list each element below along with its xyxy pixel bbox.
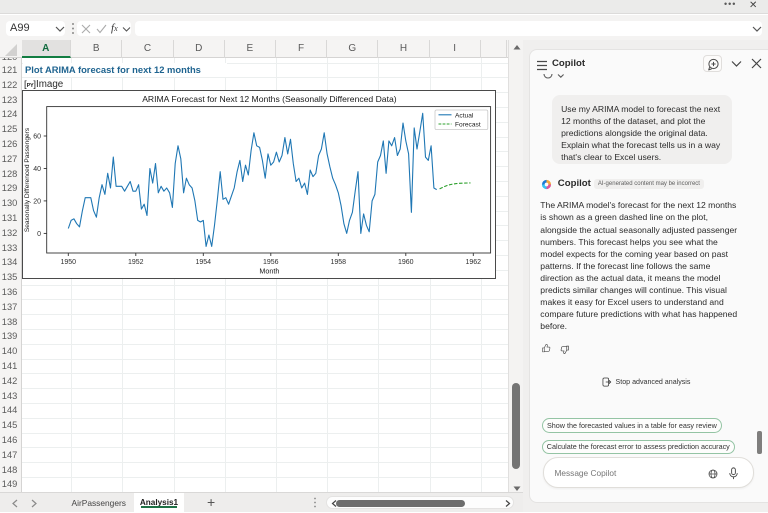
svg-text:20: 20 bbox=[33, 198, 41, 205]
svg-text:1958: 1958 bbox=[331, 259, 347, 266]
svg-text:1952: 1952 bbox=[128, 259, 144, 266]
svg-text:Month: Month bbox=[259, 267, 279, 276]
svg-text:1956: 1956 bbox=[263, 259, 279, 266]
svg-text:1954: 1954 bbox=[196, 259, 212, 266]
svg-text:1960: 1960 bbox=[398, 259, 414, 266]
svg-text:60: 60 bbox=[33, 133, 41, 140]
svg-text:0: 0 bbox=[37, 231, 41, 238]
svg-text:ARIMA Forecast for Next 12 Mon: ARIMA Forecast for Next 12 Months (Seaso… bbox=[142, 94, 397, 104]
svg-text:Forecast: Forecast bbox=[455, 122, 481, 129]
svg-text:Seasonally Differenced Passeng: Seasonally Differenced Passengers bbox=[24, 127, 31, 232]
svg-text:1950: 1950 bbox=[61, 259, 77, 266]
svg-text:Actual: Actual bbox=[455, 112, 474, 119]
svg-text:40: 40 bbox=[33, 166, 41, 173]
svg-text:1962: 1962 bbox=[466, 259, 482, 266]
